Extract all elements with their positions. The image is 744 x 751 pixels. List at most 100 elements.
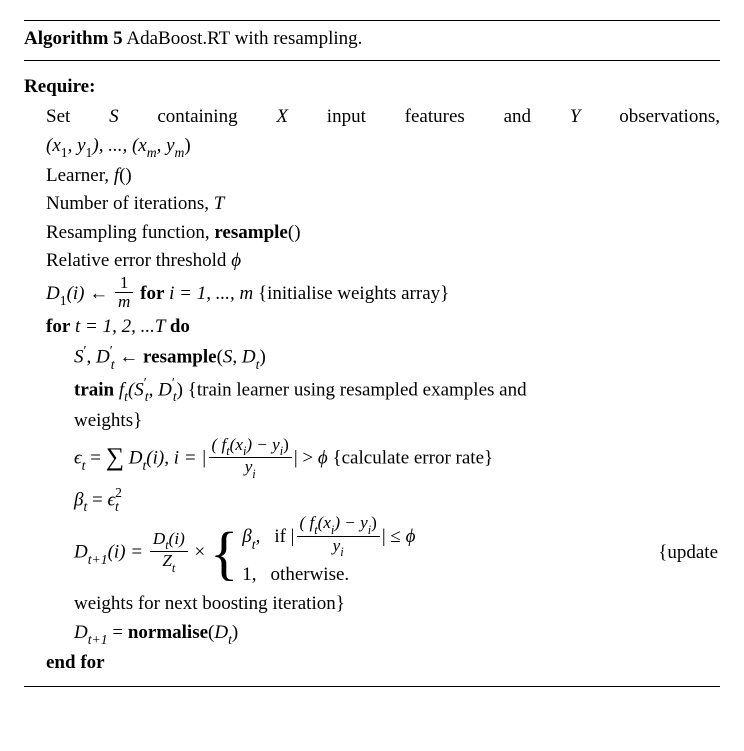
line-init-weights: D1(i) ← 1m for i = 1, ..., m {initialise… xyxy=(46,276,720,313)
den: m xyxy=(115,293,133,311)
comment: weights} xyxy=(74,410,142,431)
txt: t = 1, 2, ...T xyxy=(70,316,170,337)
sub: m xyxy=(147,145,157,160)
t: ) xyxy=(371,513,377,532)
c1l: βt, xyxy=(242,522,260,554)
prime: ′ xyxy=(172,375,175,390)
var: ϵ xyxy=(108,489,116,510)
s: i xyxy=(331,523,334,537)
line-beta: βt = ϵ2t xyxy=(74,484,720,517)
txt: , y xyxy=(68,135,86,156)
den: Zt xyxy=(150,552,188,573)
txt: () xyxy=(288,222,301,243)
line-update-comment: weights for next boosting iteration} xyxy=(74,590,720,619)
line-resample-fn: Resampling function, resample() xyxy=(46,219,720,248)
comment: {train learner using resampled examples … xyxy=(188,379,527,400)
txt: (S xyxy=(128,379,144,400)
sum-icon: ∑ xyxy=(106,442,124,471)
t: | ≤ xyxy=(382,527,406,548)
line-phi: Relative error threshold ϕ xyxy=(46,247,720,276)
comment: {initialise weights array} xyxy=(258,283,449,304)
t: (i) xyxy=(169,529,185,548)
var: S xyxy=(74,347,84,368)
frac: Dt(i) Zt xyxy=(150,530,188,574)
var: S xyxy=(223,347,233,368)
var: D xyxy=(74,542,88,563)
t: (x xyxy=(230,435,243,454)
t: D xyxy=(153,529,165,548)
txt: (x xyxy=(46,135,61,156)
var: f xyxy=(114,379,124,400)
frac: 1m xyxy=(115,274,133,311)
line-endfor: end for xyxy=(46,649,720,678)
var-phi: ϕ xyxy=(231,250,241,271)
frac: ( ft(xi) − yi)yi xyxy=(297,514,380,558)
txt: , xyxy=(87,347,97,368)
txt: ) xyxy=(232,622,238,643)
fn: resample xyxy=(143,347,217,368)
s: i xyxy=(340,545,343,559)
txt: ← xyxy=(115,347,144,368)
c2l: 1, xyxy=(242,560,256,590)
line-train2: weights} xyxy=(74,407,720,436)
s: t xyxy=(314,523,317,537)
sub: t xyxy=(228,632,232,647)
var-T: T xyxy=(214,193,225,214)
var: D xyxy=(214,622,228,643)
var: ϵ xyxy=(74,448,82,469)
t: ) − y xyxy=(334,513,367,532)
txt: , y xyxy=(157,135,175,156)
prime: ′ xyxy=(144,375,147,390)
sub: t xyxy=(124,389,128,404)
txt: Learner, xyxy=(46,165,114,186)
s: t xyxy=(165,538,168,552)
line-for: for t = 1, 2, ...T do xyxy=(46,313,720,342)
prime: ′ xyxy=(110,343,113,358)
sub: t xyxy=(83,499,87,514)
prime: ′ xyxy=(84,343,87,358)
var: D xyxy=(124,448,142,469)
txt: = xyxy=(85,448,105,469)
txt: ), ..., (x xyxy=(92,135,146,156)
txt: Resampling function, xyxy=(46,222,214,243)
txt: containing xyxy=(119,106,277,127)
sub: t xyxy=(142,458,146,473)
sub: t xyxy=(82,458,86,473)
txt: i = 1, ..., m xyxy=(164,283,258,304)
t: ) − y xyxy=(246,435,279,454)
den: yi xyxy=(209,458,292,479)
line-resample-call: S′, D′t ← resample(S, Dt) xyxy=(74,341,720,374)
t: ( f xyxy=(212,435,227,454)
var: ϕ xyxy=(318,448,328,469)
t: ϕ xyxy=(406,527,416,548)
num: 1 xyxy=(115,274,133,293)
frac: ( ft(xi) − yi)yi xyxy=(209,436,292,480)
txt: Relative error threshold xyxy=(46,250,231,271)
c2r: otherwise. xyxy=(271,560,350,590)
sub: t xyxy=(173,389,177,404)
txt: , xyxy=(232,347,242,368)
num: ( ft(xi) − yi) xyxy=(209,436,292,458)
s: i xyxy=(243,444,246,458)
algorithm-body: Require: Set S containing X input featur… xyxy=(24,61,720,686)
s: t xyxy=(252,537,256,552)
comment: weights for next boosting iteration} xyxy=(74,593,345,614)
t: , xyxy=(256,526,261,547)
brace-icon: { xyxy=(210,527,238,580)
line-samples: (x1, y1), ..., (xm, ym) xyxy=(46,132,720,162)
t: if | xyxy=(274,527,294,548)
t: (x xyxy=(318,513,331,532)
txt: = xyxy=(87,489,107,510)
sub: t xyxy=(145,389,149,404)
algorithm-title-row: Algorithm 5 AdaBoost.RT with resampling. xyxy=(24,21,720,61)
txt: Set xyxy=(46,106,109,127)
txt: = xyxy=(108,622,128,643)
s: t xyxy=(226,444,229,458)
sup: 2 xyxy=(115,485,122,500)
txt: , D xyxy=(149,379,172,400)
var-D: D xyxy=(46,283,60,304)
sub: t+1 xyxy=(88,552,108,567)
txt: (i) = xyxy=(108,542,148,563)
line-train: train ft(S′t, D′t) {train learner using … xyxy=(74,374,720,407)
sub: 1 xyxy=(61,145,68,160)
